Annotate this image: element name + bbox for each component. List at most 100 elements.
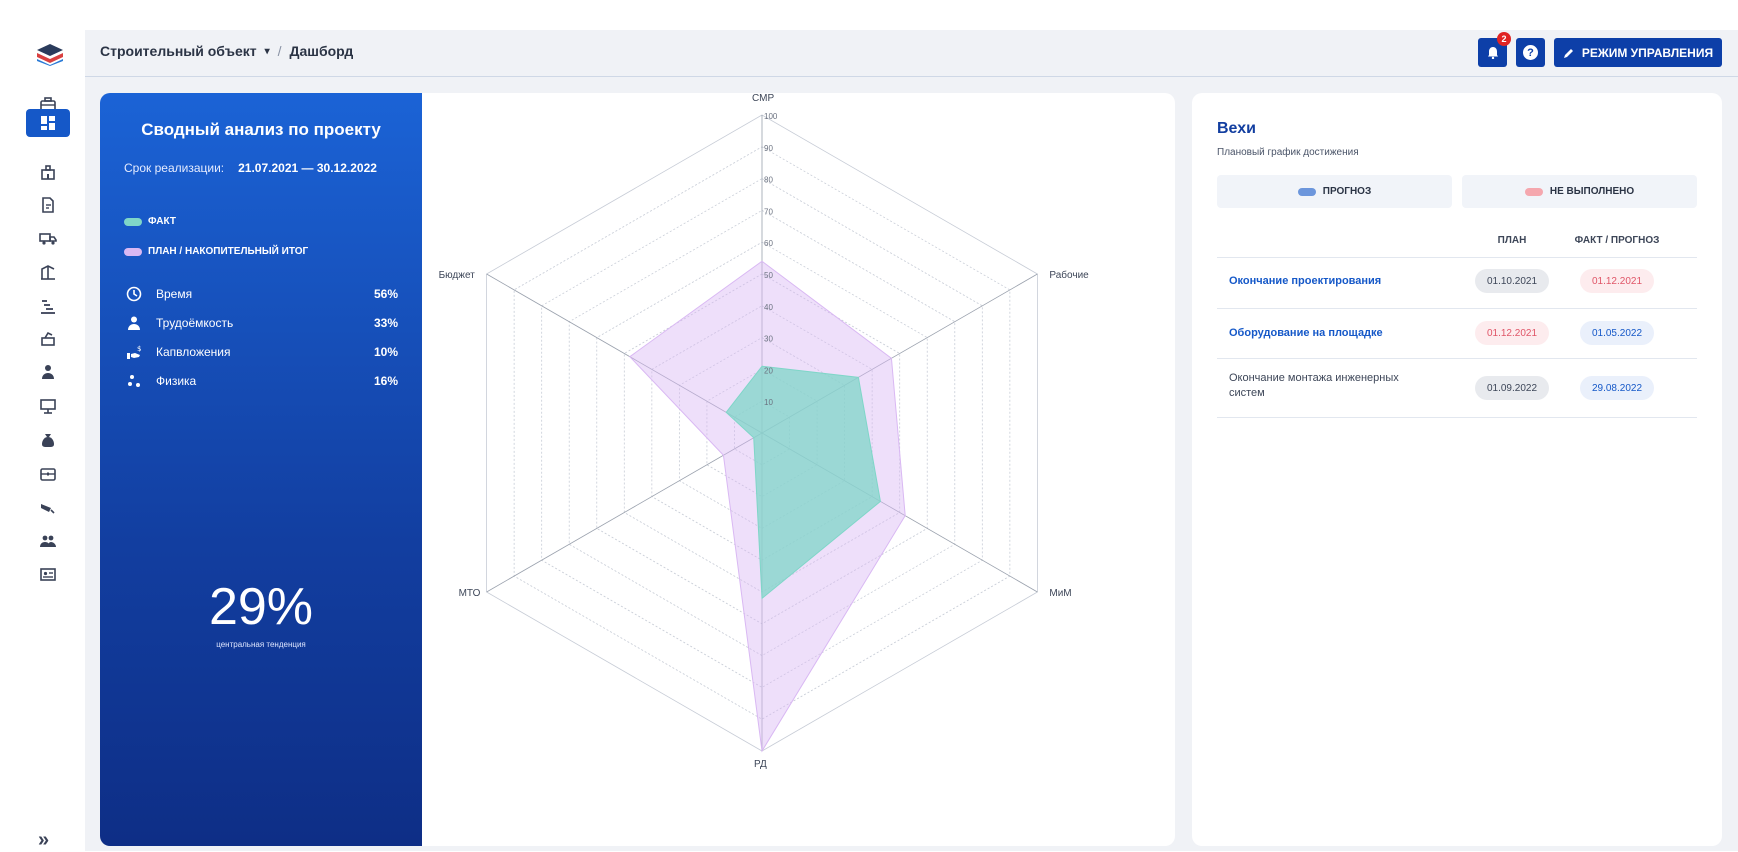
- axis-label: МиМ: [1049, 588, 1071, 599]
- clock-icon: [126, 286, 142, 302]
- tick-label: 50: [764, 271, 773, 280]
- legend-forecast-label: ПРОГНОЗ: [1322, 186, 1372, 197]
- metric-investment: $ Капвложения 10%: [124, 343, 398, 361]
- svg-text:$: $: [137, 345, 141, 353]
- notifications-button[interactable]: 2: [1478, 32, 1511, 67]
- sidebar-item-dashboard[interactable]: [26, 109, 70, 137]
- tick-label: 40: [764, 303, 773, 312]
- id-card-icon: [40, 568, 56, 581]
- sidebar-item-truck[interactable]: [26, 224, 70, 252]
- metric-time-value: 56%: [373, 287, 398, 301]
- legend-plan[interactable]: ПЛАН / НАКОПИТЕЛЬНЫЙ ИТОГ: [124, 246, 308, 257]
- metric-labor-value: 33%: [373, 316, 398, 330]
- sidebar-item-worker[interactable]: [26, 358, 70, 386]
- legend-fact-label: ФАКТ: [148, 216, 176, 227]
- worker-icon: [128, 316, 140, 330]
- milestones-card: Вехи Плановый график достижения ПРОГНОЗ …: [1192, 93, 1722, 846]
- document-edit-icon: [42, 197, 54, 213]
- equipment-icon: [41, 331, 55, 346]
- legend-fact-swatch: [124, 217, 142, 226]
- bell-icon: [1487, 47, 1498, 59]
- sidebar-item-money-bag[interactable]: [26, 426, 70, 454]
- notification-count-badge: 2: [1497, 32, 1511, 46]
- sidebar-item-crane[interactable]: [26, 258, 70, 286]
- metric-investment-label: Капвложения: [156, 345, 231, 359]
- central-tendency-value: 29%: [208, 578, 314, 636]
- main-area: Строительный объект ▾ / Дашборд 2 ? РЕЖИ…: [85, 30, 1738, 851]
- milestone-fact-date: 01.05.2022: [1580, 321, 1654, 345]
- tick-label: 10: [764, 398, 773, 407]
- milestone-plan-date: 01.12.2021: [1475, 321, 1549, 345]
- central-tendency-caption: центральная тенденция: [216, 640, 306, 649]
- expand-sidebar-icon[interactable]: »: [38, 829, 50, 851]
- management-mode-button[interactable]: РЕЖИМ УПРАВЛЕНИЯ: [1554, 38, 1722, 67]
- legend-not-done-swatch: [1524, 187, 1543, 196]
- briefcase-icon: [40, 97, 56, 112]
- metric-time: Время 56%: [124, 285, 398, 303]
- breadcrumb-project[interactable]: Строительный объект: [100, 43, 257, 59]
- sidebar-item-people[interactable]: [26, 527, 70, 555]
- sidebar-item-document-edit[interactable]: [26, 191, 70, 219]
- milestone-name[interactable]: Окончание проектирования: [1229, 275, 1382, 287]
- molecule-icon: [128, 375, 140, 387]
- milestone-fact-date: 29.08.2022: [1580, 376, 1654, 400]
- metric-physics-label: Физика: [156, 374, 197, 388]
- period: Срок реализации: 21.07.2021 — 30.12.2022: [124, 161, 377, 175]
- legend-fact[interactable]: ФАКТ: [124, 216, 176, 227]
- metric-investment-value: 10%: [373, 345, 398, 359]
- metric-physics: Физика 16%: [124, 372, 398, 390]
- sidebar-item-stairs[interactable]: [26, 292, 70, 320]
- legend-not-done[interactable]: НЕ ВЫПОЛНЕНО: [1462, 175, 1697, 208]
- tick-label: 90: [764, 144, 773, 153]
- money-bag-icon: [42, 434, 54, 447]
- metric-physics-value: 16%: [373, 374, 398, 388]
- radar-chart: 10 20 30 40 50 60 70 80 90 100 СМР Рабочие МиМ РД МТО Б…: [439, 93, 1090, 770]
- metric-labor: Трудоёмкость 33%: [124, 314, 398, 332]
- sidebar: »: [0, 0, 85, 851]
- stairs-icon: [41, 300, 55, 314]
- tick-label: 80: [764, 176, 773, 185]
- series-area: [725, 365, 881, 600]
- legend-not-done-label: НЕ ВЫПОЛНЕНО: [1549, 186, 1635, 197]
- tick-label: 70: [764, 207, 773, 216]
- project-analysis-card: Сводный анализ по проекту Срок реализаци…: [100, 93, 1175, 846]
- building-icon: [41, 165, 55, 180]
- milestone-name[interactable]: Оборудование на площадке: [1229, 327, 1383, 339]
- metric-labor-label: Трудоёмкость: [156, 316, 234, 330]
- sidebar-item-cabinet[interactable]: [26, 460, 70, 488]
- row-divider: [1217, 308, 1697, 309]
- sidebar-item-building[interactable]: [26, 158, 70, 186]
- help-button[interactable]: ?: [1516, 38, 1545, 67]
- milestones-subtitle: Плановый график достижения: [1217, 147, 1359, 158]
- axis-label: Бюджет: [439, 270, 476, 281]
- column-fact-forecast: ФАКТ / ПРОГНОЗ: [1574, 235, 1660, 246]
- milestones-title: Вехи: [1217, 120, 1256, 137]
- dashboard-icon: [41, 116, 55, 130]
- milestone-name: Окончание монтажа инженерных систем: [1229, 372, 1399, 399]
- worker-icon: [42, 365, 54, 379]
- legend-forecast[interactable]: ПРОГНОЗ: [1217, 175, 1452, 208]
- logo-icon[interactable]: [37, 44, 63, 66]
- truck-icon: [39, 233, 57, 245]
- row-divider: [1217, 358, 1697, 359]
- axis-label: СМР: [752, 93, 774, 104]
- pencil-icon: [1563, 48, 1573, 58]
- period-value: 21.07.2021 — 30.12.2022: [238, 161, 377, 175]
- legend-plan-label: ПЛАН / НАКОПИТЕЛЬНЫЙ ИТОГ: [148, 246, 309, 257]
- axis-spoke: [486, 273, 763, 434]
- sidebar-item-briefcase[interactable]: [26, 90, 70, 118]
- axis-label: Рабочие: [1049, 269, 1089, 281]
- sidebar-item-id-card[interactable]: [26, 561, 70, 589]
- chevron-down-icon[interactable]: ▾: [264, 45, 270, 57]
- management-mode-label: РЕЖИМ УПРАВЛЕНИЯ: [1581, 45, 1714, 60]
- axis-spoke: [486, 432, 763, 593]
- sidebar-item-camera[interactable]: [26, 494, 70, 522]
- sidebar-item-presentation[interactable]: [26, 392, 70, 420]
- sidebar-item-equipment[interactable]: [26, 325, 70, 353]
- milestone-plan-date: 01.10.2021: [1475, 269, 1549, 293]
- breadcrumb-page: Дашборд: [289, 43, 354, 59]
- tick-label: 20: [764, 366, 773, 375]
- legend-forecast-swatch: [1297, 187, 1316, 196]
- summary-panel: Сводный анализ по проекту Срок реализаци…: [100, 93, 422, 846]
- milestone-plan-date: 01.09.2022: [1475, 376, 1549, 400]
